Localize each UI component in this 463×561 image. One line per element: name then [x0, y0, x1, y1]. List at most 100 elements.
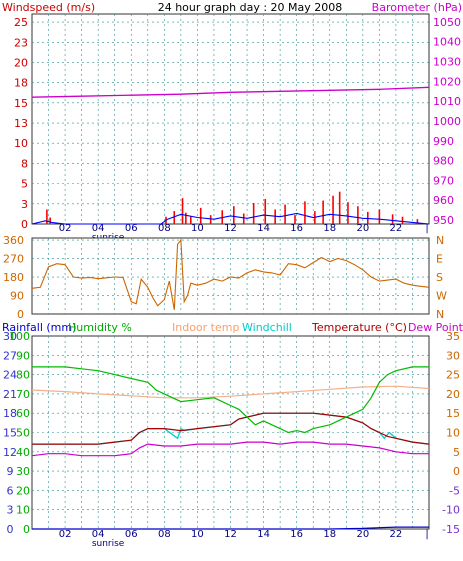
direction-tick-label: 90 [10, 290, 24, 303]
temperature-tick-label: 30 [446, 349, 460, 362]
humidity-tick-label: 50 [16, 427, 30, 440]
temperature-hour-label: 04 [92, 529, 105, 540]
rainfall-tick-label: 21 [3, 388, 17, 401]
temperature-tick-label: 5 [453, 446, 460, 459]
rainfall-tick-label: 24 [3, 369, 17, 382]
rainfall-tick-label: 0 [7, 523, 14, 536]
temperature-tick-label: 35 [446, 330, 460, 343]
humidity-tick-label: 70 [16, 388, 30, 401]
direction-panel-frame [31, 237, 430, 315]
temperature-hour-label: 08 [158, 529, 171, 540]
temperature-hour-label: 10 [191, 529, 204, 540]
humidity-line [32, 366, 429, 434]
wind-tick-label: 20 [14, 56, 28, 69]
temperature-hour-label: 14 [257, 529, 270, 540]
humidity-label: Humidity % [68, 321, 132, 334]
wind-end-tick: | [425, 223, 428, 234]
temperature-hour-label: 22 [390, 529, 403, 540]
wind-axis-ticks: 0 3 5 8 10 13 15 18 20 23 25 [14, 16, 28, 231]
temperature-line [32, 412, 430, 445]
humidity-tick-label: 80 [16, 369, 30, 382]
rainfall-tick-label: 27 [3, 349, 17, 362]
wind-hour-label: 16 [290, 223, 303, 234]
dewpoint-line [31, 441, 429, 457]
temperature-tick-label: 15 [446, 407, 460, 420]
windchill-label: Windchill [242, 321, 292, 334]
wind-tick-label: 23 [14, 36, 28, 49]
compass-tick-label: N [436, 234, 444, 247]
wind-axis-label: Windspeed (m/s) [2, 1, 95, 14]
barometer-tick-label: 960 [433, 194, 454, 207]
barometer-line [31, 86, 430, 98]
wind-hour-label: 10 [191, 223, 204, 234]
chart-title: 24 hour graph day : 20 May 2008 [158, 1, 343, 14]
barometer-tick-label: 980 [433, 155, 454, 168]
rainfall-tick-label: 6 [7, 484, 14, 497]
humidity-tick-label: 100 [9, 330, 30, 343]
wind-hour-label: 14 [257, 223, 270, 234]
temperature-tick-label: 10 [446, 427, 460, 440]
wind-panel-grid [32, 14, 429, 224]
direction-tick-label: 180 [3, 271, 24, 284]
temperature-tick-label: -5 [449, 484, 460, 497]
wind-hour-label: 18 [323, 223, 336, 234]
wind-hour-label: 02 [59, 223, 72, 234]
humidity-tick-label: 0 [23, 523, 30, 536]
rainfall-label: Rainfall (mm) [2, 321, 76, 334]
temperature-hour-label: 20 [356, 529, 369, 540]
temperature-hour-label: 02 [59, 529, 72, 540]
barometer-axis-label: Barometer (hPa) [372, 1, 462, 14]
barometer-tick-label: 990 [433, 135, 454, 148]
wind-tick-label: 5 [21, 178, 28, 191]
temperature-tick-label: -10 [442, 504, 460, 517]
temperature-panel-series [31, 366, 430, 530]
wind-hour-label: 12 [224, 223, 237, 234]
wind-hour-label: 20 [356, 223, 369, 234]
barometer-tick-label: 950 [433, 214, 454, 227]
temperature-hour-label: 18 [323, 529, 336, 540]
direction-panel-series [31, 238, 430, 310]
direction-tick-label: 360 [3, 234, 24, 247]
wind-tick-label: 13 [14, 117, 28, 130]
rainfall-tick-label: 12 [3, 446, 17, 459]
barometer-tick-label: 1010 [433, 95, 461, 108]
rainfall-tick-label: 18 [3, 407, 17, 420]
indoor-temp-line [31, 385, 430, 399]
humidity-tick-label: 40 [16, 446, 30, 459]
humidity-tick-label: 20 [16, 484, 30, 497]
wind-tick-label: 3 [21, 198, 28, 211]
dewpoint-label: Dew Point [408, 321, 463, 334]
humidity-tick-label: 90 [16, 349, 30, 362]
direction-panel-grid [32, 238, 429, 314]
rainfall-axis-ticks: 0 3 6 9 12 15 18 21 24 27 30 [3, 330, 17, 536]
wind-hour-label: 08 [158, 223, 171, 234]
direction-tick-label: 0 [17, 308, 24, 321]
compass-tick-label: E [436, 253, 443, 266]
barometer-tick-label: 1030 [433, 56, 461, 69]
humidity-tick-label: 60 [16, 407, 30, 420]
humidity-tick-label: 10 [16, 504, 30, 517]
wind-tick-label: 0 [21, 218, 28, 231]
wind-tick-label: 18 [14, 77, 28, 90]
temperature-axis-ticks: -15 -10 -5 0 5 10 15 20 25 30 35 [442, 330, 460, 536]
wind-panel-series [31, 86, 430, 225]
wind-tick-label: 8 [21, 157, 28, 170]
direction-degree-ticks: 0 90 180 270 360 [3, 234, 24, 321]
barometer-axis-ticks: 950 960 970 980 990 1000 1010 1020 1030 1040 1050 [433, 16, 461, 227]
barometer-tick-label: 1000 [433, 115, 461, 128]
rainfall-tick-label: 15 [3, 427, 17, 440]
temperature-hour-label: 16 [290, 529, 303, 540]
temperature-hour-label: 12 [224, 529, 237, 540]
wind-hour-label: 22 [390, 223, 403, 234]
compass-tick-label: S [436, 271, 443, 284]
wind-hour-label: 04 [92, 223, 105, 234]
wind-average-line [31, 212, 430, 225]
wind-hour-label: 06 [125, 223, 138, 234]
wind-direction-line [31, 238, 430, 310]
barometer-tick-label: 970 [433, 174, 454, 187]
barometer-tick-label: 1020 [433, 75, 461, 88]
